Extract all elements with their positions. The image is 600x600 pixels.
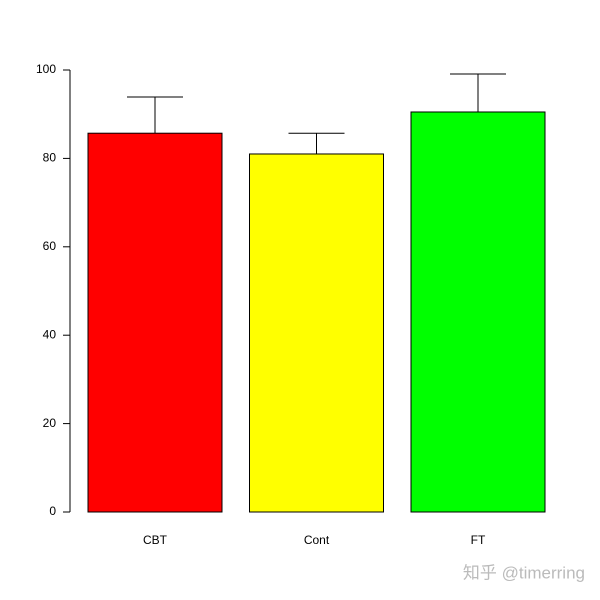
y-tick-label: 80 — [43, 151, 57, 165]
bar — [249, 153, 384, 513]
y-tick-label: 100 — [36, 62, 56, 76]
y-tick-label: 20 — [43, 416, 57, 430]
bar — [87, 132, 223, 513]
x-tick-label: CBT — [143, 533, 168, 547]
y-tick-label: 60 — [43, 239, 57, 253]
watermark: 知乎 @timerring — [463, 563, 585, 582]
x-tick-label: FT — [471, 533, 486, 547]
bar — [410, 111, 546, 513]
y-tick-label: 40 — [43, 327, 57, 341]
x-tick-label: Cont — [304, 533, 330, 547]
y-tick-label: 0 — [49, 504, 56, 518]
